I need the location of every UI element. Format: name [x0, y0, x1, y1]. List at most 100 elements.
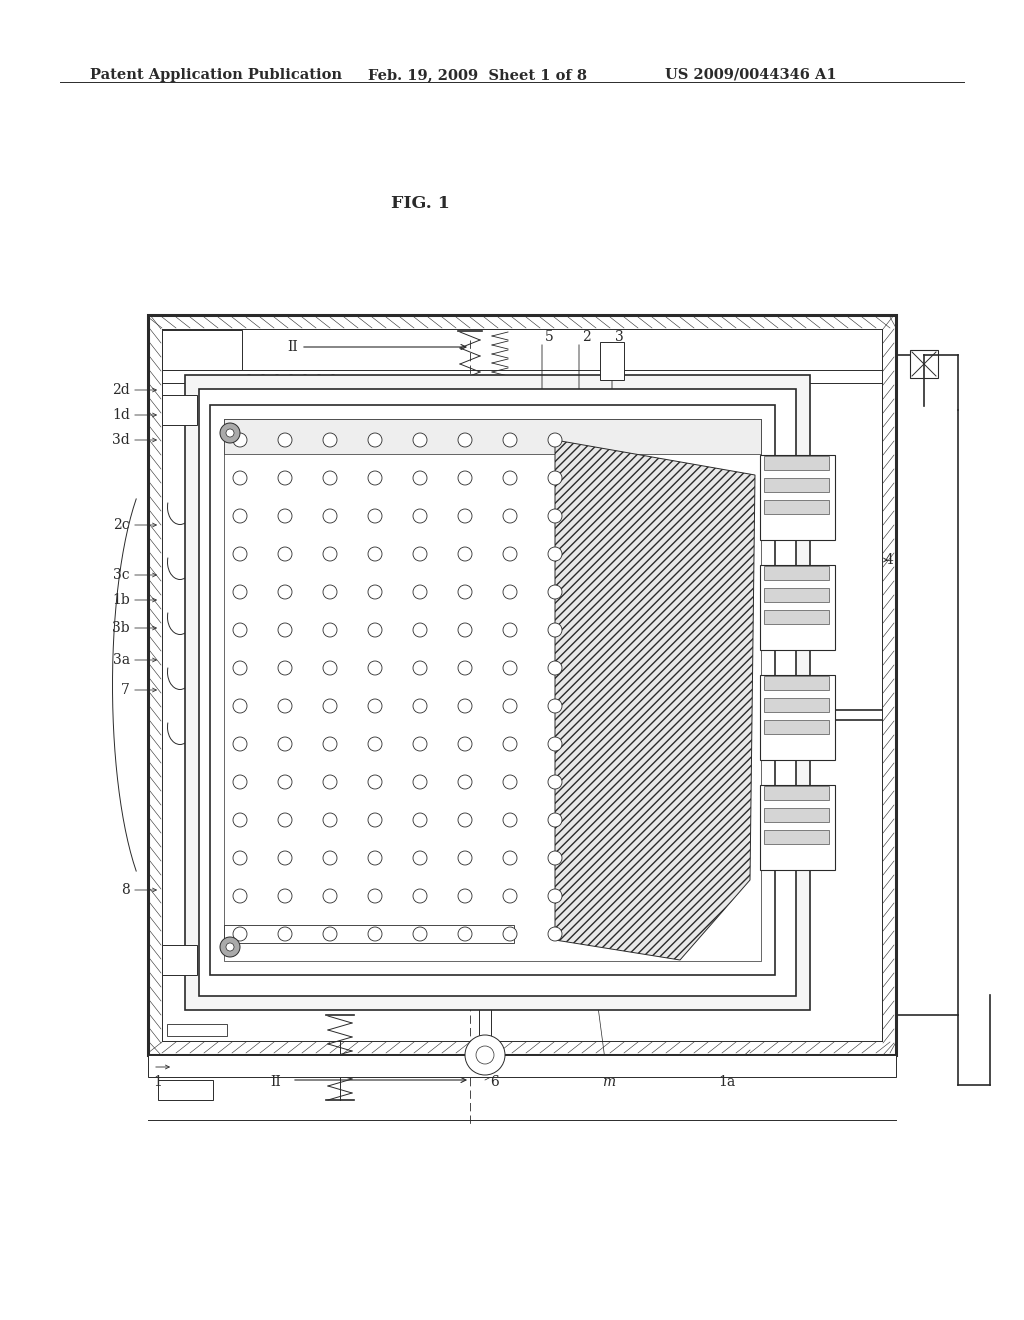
Text: 6: 6 — [490, 1074, 499, 1089]
Text: 2c: 2c — [114, 517, 130, 532]
Circle shape — [226, 429, 234, 437]
Circle shape — [458, 433, 472, 447]
Circle shape — [413, 661, 427, 675]
Circle shape — [548, 546, 562, 561]
Circle shape — [413, 775, 427, 789]
Circle shape — [548, 927, 562, 941]
Bar — [764, 587, 829, 602]
Circle shape — [323, 700, 337, 713]
Bar — [764, 785, 829, 800]
Circle shape — [323, 851, 337, 865]
Circle shape — [458, 623, 472, 638]
Bar — [162, 330, 242, 370]
Circle shape — [503, 775, 517, 789]
Circle shape — [368, 510, 382, 523]
Circle shape — [323, 737, 337, 751]
Bar — [210, 405, 775, 975]
Text: 1b: 1b — [113, 593, 130, 607]
Circle shape — [413, 546, 427, 561]
Circle shape — [323, 433, 337, 447]
Text: 2d: 2d — [113, 383, 130, 397]
Text: 1a: 1a — [718, 1074, 735, 1089]
Bar — [224, 418, 761, 454]
Text: 7: 7 — [121, 682, 130, 697]
Bar — [148, 1055, 896, 1077]
Circle shape — [503, 661, 517, 675]
Bar — [760, 675, 835, 760]
Circle shape — [278, 546, 292, 561]
Circle shape — [458, 737, 472, 751]
Circle shape — [458, 546, 472, 561]
Circle shape — [465, 1035, 505, 1074]
Bar — [600, 342, 624, 380]
Circle shape — [323, 927, 337, 941]
Bar — [162, 945, 197, 975]
Circle shape — [458, 813, 472, 828]
Circle shape — [278, 433, 292, 447]
Text: 1d: 1d — [112, 408, 130, 422]
Circle shape — [548, 851, 562, 865]
Circle shape — [368, 813, 382, 828]
Circle shape — [220, 937, 240, 957]
Circle shape — [503, 927, 517, 941]
Circle shape — [368, 851, 382, 865]
Text: 1: 1 — [153, 1074, 162, 1089]
Text: 2: 2 — [582, 330, 591, 345]
Bar — [764, 719, 829, 734]
Text: Patent Application Publication: Patent Application Publication — [90, 69, 342, 82]
Circle shape — [548, 888, 562, 903]
Circle shape — [413, 585, 427, 599]
Circle shape — [323, 510, 337, 523]
Circle shape — [548, 585, 562, 599]
Circle shape — [503, 433, 517, 447]
Circle shape — [413, 813, 427, 828]
Text: II: II — [270, 1074, 281, 1089]
Circle shape — [323, 661, 337, 675]
Bar — [158, 1080, 213, 1100]
Circle shape — [233, 471, 247, 484]
Text: m: m — [602, 1074, 615, 1089]
Text: 5: 5 — [545, 330, 554, 345]
Circle shape — [503, 623, 517, 638]
Text: US 2009/0044346 A1: US 2009/0044346 A1 — [665, 69, 837, 82]
Circle shape — [278, 510, 292, 523]
Circle shape — [413, 888, 427, 903]
Circle shape — [233, 888, 247, 903]
Text: FIG. 1: FIG. 1 — [390, 195, 450, 213]
Circle shape — [368, 546, 382, 561]
Circle shape — [323, 775, 337, 789]
Bar — [148, 315, 896, 1055]
Circle shape — [413, 700, 427, 713]
Circle shape — [458, 471, 472, 484]
Bar — [185, 375, 810, 1010]
Bar — [764, 500, 829, 513]
Circle shape — [548, 510, 562, 523]
Text: 4: 4 — [885, 553, 894, 568]
Circle shape — [413, 623, 427, 638]
Text: Feb. 19, 2009  Sheet 1 of 8: Feb. 19, 2009 Sheet 1 of 8 — [368, 69, 587, 82]
Bar — [764, 566, 829, 579]
Circle shape — [458, 661, 472, 675]
Text: 3b: 3b — [113, 620, 130, 635]
Circle shape — [503, 510, 517, 523]
Circle shape — [413, 433, 427, 447]
Circle shape — [368, 700, 382, 713]
Circle shape — [278, 927, 292, 941]
Bar — [760, 455, 835, 540]
Bar — [764, 830, 829, 843]
Circle shape — [413, 851, 427, 865]
Circle shape — [368, 927, 382, 941]
Circle shape — [503, 700, 517, 713]
Circle shape — [233, 623, 247, 638]
Circle shape — [458, 700, 472, 713]
Circle shape — [548, 623, 562, 638]
Circle shape — [323, 471, 337, 484]
Circle shape — [413, 471, 427, 484]
Bar — [764, 478, 829, 492]
Circle shape — [278, 700, 292, 713]
Circle shape — [233, 585, 247, 599]
Circle shape — [503, 471, 517, 484]
Bar — [760, 565, 835, 649]
Circle shape — [458, 775, 472, 789]
Circle shape — [368, 737, 382, 751]
